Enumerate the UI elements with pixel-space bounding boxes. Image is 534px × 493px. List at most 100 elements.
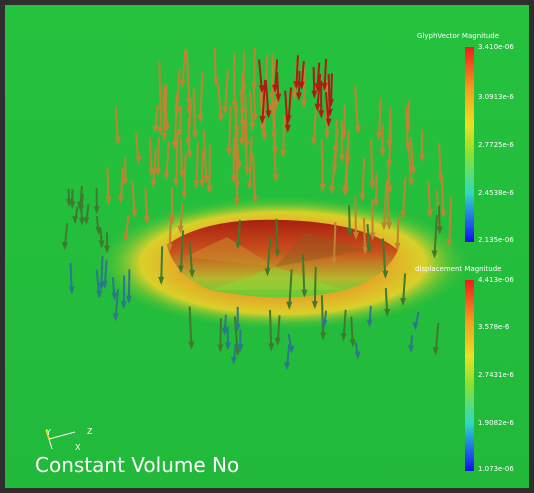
glyph-arrow — [222, 69, 229, 115]
glyph-arrow — [272, 59, 279, 93]
glyph-arrow — [274, 315, 281, 346]
scalar-bar-1-tick: 2.135e-06 — [478, 236, 514, 244]
glyph-arrow — [349, 316, 356, 348]
axis-x-label: X — [75, 443, 81, 452]
glyph-arrow — [268, 309, 275, 352]
glyph-arrow — [332, 119, 339, 154]
glyph-arrow — [188, 242, 196, 278]
glyph-arrow — [386, 120, 393, 168]
glyph-arrow — [286, 269, 293, 310]
scalar-bar-1-tick: 3.410e-06 — [478, 43, 514, 51]
glyph-arrow — [274, 218, 281, 258]
glyph-arrow — [202, 129, 210, 184]
glyph-arrow — [386, 161, 393, 195]
axis-z-label: Z — [87, 427, 93, 436]
glyph-arrow — [152, 105, 159, 134]
glyph-arrow — [224, 326, 231, 351]
glyph-arrow — [206, 144, 213, 194]
glyph-arrow — [158, 246, 165, 285]
glyph-arrow — [346, 205, 353, 237]
scalar-bar-2-tick: 1.9082e-6 — [478, 419, 514, 427]
glyph-arrow — [188, 306, 195, 350]
glyph-arrow — [381, 238, 389, 279]
axis-y-label: Y — [46, 428, 51, 437]
glyph-arrow — [280, 115, 287, 158]
glyph-arrow — [409, 136, 417, 175]
glyph-arrow — [394, 217, 401, 251]
axes-lines-icon — [45, 429, 76, 450]
glyph-arrow — [321, 58, 328, 91]
glyph-arrow — [148, 137, 155, 177]
scalar-bar-2-title: displacement Magnitude — [415, 265, 502, 273]
scalar-bar-2-gradient — [465, 280, 474, 471]
scalar-bar-2-tick: 3.578e-6 — [478, 323, 510, 331]
glyph-arrow — [418, 129, 425, 163]
glyph-arrow — [352, 196, 359, 240]
glyph-arrow — [446, 196, 453, 248]
scalar-bar-1-gradient — [465, 47, 474, 242]
glyph-arrow — [340, 309, 347, 342]
glyph-arrow — [327, 73, 334, 108]
glyph-arrow — [69, 189, 76, 209]
crater-surface — [93, 195, 473, 331]
glyph-arrow — [384, 288, 391, 318]
glyph-arrow — [161, 90, 168, 141]
glyph-arrow — [330, 221, 337, 267]
glyph-arrow — [369, 199, 376, 241]
glyph-arrow — [174, 69, 181, 116]
glyph-arrow — [362, 217, 369, 255]
render-scene — [61, 47, 473, 371]
glyph-arrow — [252, 153, 259, 204]
glyph-arrow — [177, 230, 185, 274]
scalar-bar-1-tick: 3.0913e-6 — [478, 93, 514, 101]
glyph-arrow — [295, 71, 302, 101]
glyph-arrow — [399, 177, 407, 220]
scalar-bar-1-title: GlyphVector Magnitude — [417, 32, 500, 40]
glyph-arrow — [179, 49, 187, 88]
glyph-arrow — [249, 91, 256, 131]
glyph-arrow — [105, 166, 112, 205]
glyph-arrow — [79, 208, 86, 226]
glyph-arrow — [369, 139, 376, 190]
glyph-arrow — [169, 187, 176, 225]
glyph-arrow — [329, 153, 337, 195]
glyph-arrow — [319, 139, 326, 192]
glyph-arrow — [173, 132, 180, 188]
glyph-arrow — [339, 120, 346, 163]
glyph-arrow — [186, 117, 193, 159]
glyph-arrow — [217, 83, 224, 123]
glyph-arrow — [283, 344, 291, 371]
glyph-arrow — [314, 73, 322, 112]
scalar-bar-1-tick: 2.7725e-6 — [478, 141, 514, 149]
glyph-arrow — [104, 232, 111, 254]
glyph-arrow — [221, 314, 228, 336]
glyph-arrow — [135, 132, 142, 165]
glyph-arrow — [234, 306, 241, 332]
glyph-arrow — [250, 47, 257, 92]
glyph-arrow — [192, 88, 199, 140]
glyph-arrow — [226, 105, 233, 156]
glyph-arrow — [404, 105, 411, 151]
glyph-arrow — [264, 237, 272, 277]
orientation-axes: Y Z X — [35, 425, 92, 463]
glyph-arrow — [243, 93, 250, 149]
glyph-arrow — [275, 72, 282, 102]
3d-viewport[interactable]: GlyphVector Magnitude 3.410e-06 3.0913e-… — [5, 5, 529, 488]
glyph-arrow — [163, 141, 170, 181]
glyph-arrow — [131, 182, 138, 218]
glyph-arrow — [310, 107, 317, 147]
glyph-arrow — [230, 137, 237, 184]
glyph-arrow — [77, 185, 84, 210]
glyph-arrow — [300, 64, 307, 109]
glyph-arrow — [376, 97, 383, 141]
glyph-arrow — [324, 92, 332, 127]
glyph-arrow — [366, 305, 373, 328]
glyph-arrow — [407, 145, 415, 187]
glyph-arrow — [122, 214, 130, 243]
glyph-arrow — [193, 142, 200, 189]
glyph-arrow — [234, 151, 241, 207]
glyph-arrow — [217, 318, 224, 353]
glyph-arrow — [163, 85, 171, 132]
glyph-arrow — [440, 179, 447, 219]
